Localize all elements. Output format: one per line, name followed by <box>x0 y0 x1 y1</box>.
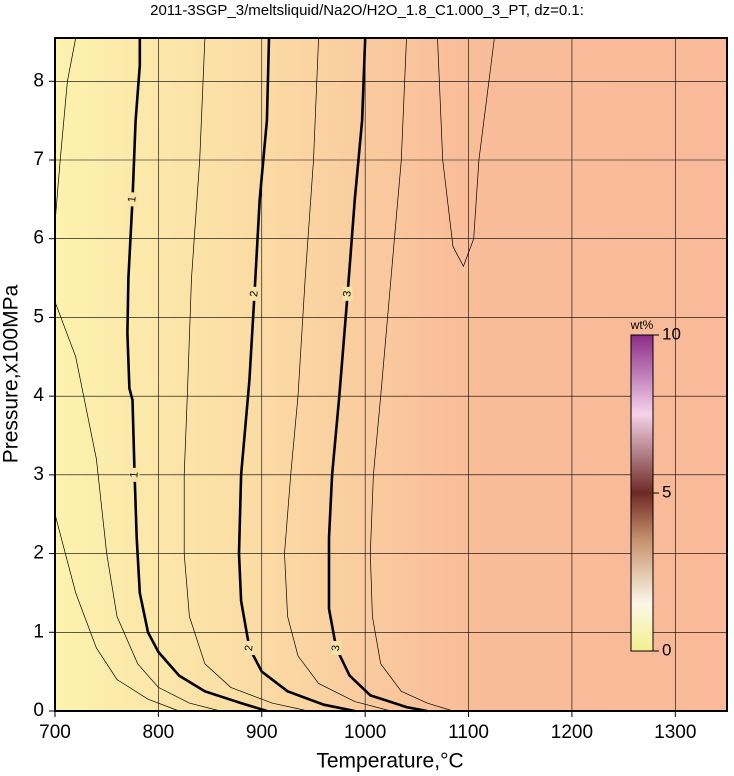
contour-line <box>284 37 392 712</box>
y-axis-label: Pressure,x100MPa <box>0 284 23 463</box>
y-tick-label: 1 <box>33 621 44 642</box>
y-tick-label: 5 <box>33 306 44 327</box>
colorbar-tick-label: 10 <box>662 324 681 343</box>
y-tick-label: 3 <box>33 464 44 485</box>
contour-line <box>237 37 356 713</box>
colorbar <box>630 334 654 652</box>
colorbar-tick-label: 5 <box>662 482 671 501</box>
contour-label: 3 <box>341 290 353 297</box>
contour-line <box>369 37 454 712</box>
x-tick-label: 900 <box>246 722 278 743</box>
plot-background <box>55 38 727 711</box>
contour-label-bg <box>249 286 260 301</box>
contour-label: 3 <box>330 644 342 651</box>
contour-label-bg <box>127 192 138 207</box>
chart-title: 2011-3SGP_3/meltsliquid/Na2O/H2O_1.8_C1.… <box>150 2 584 19</box>
contour-label: 1 <box>128 471 140 478</box>
contour-label: 2 <box>243 644 255 651</box>
contour-line <box>54 301 221 712</box>
x-tick-label: 1300 <box>654 722 696 743</box>
y-tick-label: 4 <box>33 385 44 406</box>
contour-line <box>327 37 428 713</box>
contour-label-bg <box>342 286 353 301</box>
contour-label-bg <box>129 467 140 482</box>
contour-line <box>183 37 309 712</box>
contour-label-bg <box>244 641 255 656</box>
contour-line <box>54 514 180 712</box>
contour-label: 1 <box>126 196 138 203</box>
y-tick-label: 6 <box>33 228 44 249</box>
colorbar-label: wt% <box>630 318 654 332</box>
x-tick-label: 800 <box>143 722 175 743</box>
plot-frame <box>54 37 728 712</box>
x-tick-label: 1100 <box>448 722 489 743</box>
x-tick-label: 1200 <box>551 722 593 743</box>
colorbar-tick-label: 0 <box>662 640 671 659</box>
contour-line <box>54 37 77 224</box>
x-axis-label: Temperature,°C <box>316 750 463 773</box>
x-tick-label: 1000 <box>344 722 386 743</box>
contour-label-bg <box>331 641 342 656</box>
contour-label: 2 <box>248 290 260 297</box>
y-tick-label: 0 <box>33 700 44 721</box>
x-tick-label: 700 <box>39 722 71 743</box>
y-tick-label: 8 <box>33 70 44 91</box>
contour-line <box>437 37 495 268</box>
y-tick-label: 2 <box>33 543 44 564</box>
y-tick-label: 7 <box>33 149 44 170</box>
